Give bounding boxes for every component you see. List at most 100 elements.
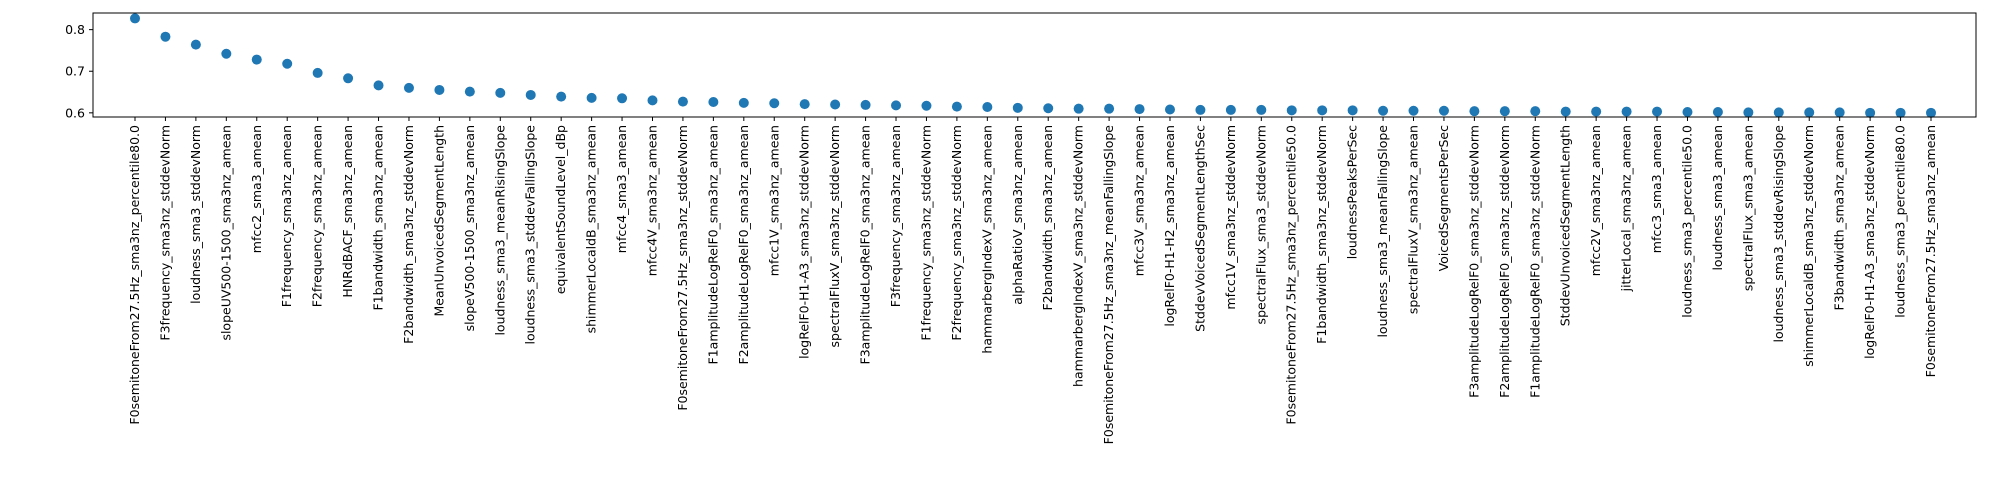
x-axis: F0semitoneFrom27.5Hz_sma3nz_percentile80… [127, 117, 1938, 444]
x-tick-label: F3bandwidth_sma3nz_amean [1832, 125, 1847, 310]
x-tick-label: mfcc1V_sma3nz_amean [766, 125, 781, 276]
x-tick-label: mfcc2V_sma3nz_amean [1588, 125, 1603, 276]
data-point [647, 95, 658, 106]
data-point [130, 13, 140, 24]
x-tick-label: mfcc4V_sma3nz_amean [644, 125, 659, 276]
x-tick-label: F3amplitudeLogRelF0_sma3nz_stddevNorm [1466, 125, 1481, 398]
data-point [1469, 106, 1480, 117]
plot-background [93, 13, 1976, 117]
x-tick-label: hammarbergIndexV_sma3nz_amean [979, 125, 994, 354]
data-point [221, 48, 232, 59]
x-tick-label: spectralFlux_sma3_amean [1740, 125, 1755, 291]
x-tick-label: loudness_sma3_stddevNorm [188, 125, 203, 304]
data-point [1286, 105, 1297, 116]
data-point [1743, 107, 1754, 118]
data-point [1560, 106, 1571, 117]
x-tick-label: jitterLocal_sma3nz_amean [1619, 125, 1634, 292]
data-point [1804, 107, 1815, 118]
data-point [1104, 103, 1115, 114]
x-tick-label: logRelF0-H1-A3_sma3nz_stddevNorm [797, 125, 812, 359]
x-tick-label: alphaRatioV_sma3nz_amean [1010, 125, 1025, 305]
x-tick-label: F0semitoneFrom27.5Hz_sma3nz_percentile80… [127, 125, 142, 425]
x-tick-label: slopeUV500-1500_sma3nz_amean [218, 125, 233, 341]
data-point [1012, 102, 1023, 113]
y-tick-label: 0.8 [65, 22, 85, 37]
data-point [1378, 105, 1389, 116]
x-tick-label: loudness_sma3_stddevRisingSlope [1771, 125, 1786, 343]
x-tick-label: F3frequency_sma3nz_stddevNorm [157, 125, 172, 341]
x-tick-label: loudness_sma3_stddevFallingSlope [523, 125, 538, 345]
y-tick-label: 0.7 [65, 64, 85, 79]
data-point [921, 100, 932, 111]
data-point [951, 101, 962, 112]
x-tick-label: HNRdBACF_sma3nz_amean [340, 125, 355, 298]
x-tick-label: F2amplitudeLogRelF0_sma3nz_stddevNorm [1497, 125, 1512, 398]
x-tick-label: F1frequency_sma3nz_amean [279, 125, 294, 307]
data-point [251, 54, 262, 65]
data-point [738, 97, 749, 108]
x-tick-label: F1frequency_sma3nz_stddevNorm [918, 125, 933, 341]
x-tick-label: loudness_sma3_meanFallingSlope [1375, 125, 1390, 338]
data-point [190, 39, 201, 50]
data-point [403, 82, 414, 93]
x-tick-label: F1amplitudeLogRelF0_sma3nz_amean [705, 125, 720, 364]
data-point [160, 31, 171, 42]
data-point [1317, 105, 1328, 116]
data-point [495, 87, 506, 98]
data-point [1865, 107, 1876, 118]
data-point [1895, 107, 1906, 118]
x-tick-label: loudnessPeaksPerSec [1345, 125, 1360, 259]
x-tick-label: F1bandwidth_sma3nz_stddevNorm [1314, 125, 1329, 344]
data-points [130, 13, 1936, 118]
data-point [677, 96, 688, 107]
data-point [1682, 107, 1693, 118]
x-tick-label: MeanUnvoicedSegmentLength [431, 125, 446, 317]
data-point [1043, 103, 1054, 114]
x-tick-label: F3frequency_sma3nz_amean [888, 125, 903, 307]
data-point [1195, 104, 1206, 115]
data-point [1773, 107, 1784, 118]
data-point [1499, 106, 1510, 117]
data-point [982, 102, 993, 113]
data-point [1256, 104, 1267, 115]
data-point [799, 99, 810, 110]
x-tick-label: F1bandwidth_sma3nz_amean [371, 125, 386, 310]
x-tick-label: spectralFlux_sma3_stddevNorm [1253, 125, 1268, 324]
data-point [1073, 103, 1084, 114]
x-tick-label: F0semitoneFrom27.5Hz_sma3nz_percentile50… [1284, 125, 1299, 425]
x-tick-label: F2frequency_sma3nz_stddevNorm [949, 125, 964, 341]
x-tick-label: mfcc3_sma3_amean [1649, 125, 1664, 253]
data-point [1530, 106, 1541, 117]
y-tick-label: 0.6 [65, 105, 85, 120]
x-tick-label: F2frequency_sma3nz_amean [310, 125, 325, 307]
x-tick-label: shimmerLocaldB_sma3nz_amean [584, 125, 599, 333]
x-tick-label: F1amplitudeLogRelF0_sma3nz_stddevNorm [1527, 125, 1542, 398]
data-point [312, 67, 323, 78]
x-tick-label: spectralFluxV_sma3nz_amean [1406, 125, 1421, 314]
data-point [1408, 105, 1419, 116]
data-point [1164, 104, 1175, 115]
x-tick-label: slopeV500-1500_sma3nz_amean [462, 125, 477, 331]
data-point [708, 97, 719, 108]
x-tick-label: logRelF0-H1-A3_sma3nz_stddevNorm [1862, 125, 1877, 359]
data-point [830, 99, 841, 110]
x-tick-label: VoicedSegmentsPerSec [1436, 125, 1451, 272]
x-tick-label: StddevVoicedSegmentLengthSec [1192, 125, 1207, 332]
x-tick-label: spectralFluxV_sma3nz_stddevNorm [827, 125, 842, 347]
x-tick-label: loudness_sma3_percentile50.0 [1679, 125, 1694, 318]
data-point [1438, 105, 1449, 116]
x-tick-label: F2bandwidth_sma3nz_amean [1040, 125, 1055, 310]
x-tick-label: shimmerLocaldB_sma3nz_stddevNorm [1801, 125, 1816, 367]
x-tick-label: loudness_sma3_amean [1710, 125, 1725, 271]
data-point [343, 73, 354, 84]
x-tick-label: mfcc3V_sma3nz_amean [1132, 125, 1147, 276]
x-tick-label: F2bandwidth_sma3nz_stddevNorm [401, 125, 416, 344]
data-point [373, 80, 384, 91]
data-point [1134, 104, 1145, 115]
x-tick-label: hammarbergIndexV_sma3nz_stddevNorm [1071, 125, 1086, 387]
x-tick-label: F0semitoneFrom27.5Hz_sma3nz_meanFallingS… [1101, 125, 1116, 445]
x-tick-label: mfcc1V_sma3nz_stddevNorm [1223, 125, 1238, 310]
x-tick-label: equivalentSoundLevel_dBp [553, 125, 568, 294]
